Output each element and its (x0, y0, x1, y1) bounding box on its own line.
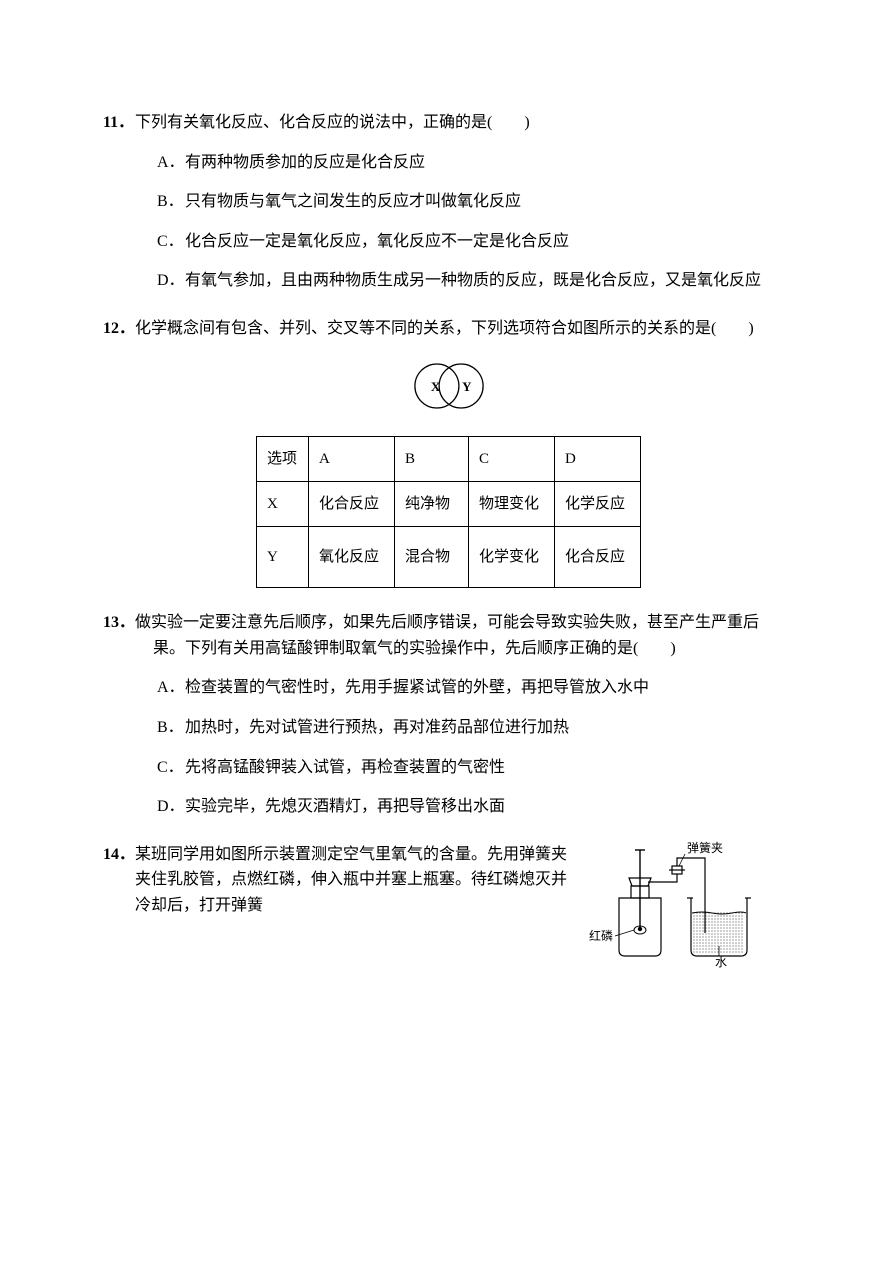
question-11: 11． 下列有关氧化反应、化合反应的说法中，正确的是( ) A． 有两种物质参加… (135, 110, 762, 294)
concept-table: 选项 A B C D X 化合反应 纯净物 物理变化 化学反应 Y 氧化反应 混… (256, 436, 641, 588)
question-12: 12． 化学概念间有包含、并列、交叉等不同的关系，下列选项符合如图所示的关系的是… (135, 316, 762, 588)
question-stem: 做实验一定要注意先后顺序，如果先后顺序错误，可能会导致实验失败，甚至产生严重后果… (135, 610, 762, 661)
venn-icon: XY (399, 360, 499, 412)
table-cell: 混合物 (395, 527, 469, 588)
option-label: C． (157, 755, 185, 781)
venn-diagram: XY (135, 360, 762, 421)
question-number: 13． (103, 610, 135, 636)
stem-text: 做实验一定要注意先后顺序，如果先后顺序错误，可能会导致实验失败，甚至产生严重后果… (135, 614, 759, 657)
svg-text:弹簧夹: 弹簧夹 (687, 840, 723, 855)
options-list: A． 检查装置的气密性时，先用手握紧试管的外壁，再把导管放入水中 B． 加热时，… (135, 675, 762, 819)
table-row: Y 氧化反应 混合物 化学变化 化合反应 (257, 527, 641, 588)
question-number: 12． (103, 316, 135, 342)
option-text: 加热时，先对试管进行预热，再对准药品部位进行加热 (185, 715, 762, 741)
table-cell: 选项 (257, 437, 309, 482)
table-cell: C (469, 437, 555, 482)
option-c: C． 先将高锰酸钾装入试管，再检查装置的气密性 (157, 755, 762, 781)
table-cell: A (309, 437, 395, 482)
question-stem: 下列有关氧化反应、化合反应的说法中，正确的是( ) (135, 110, 762, 136)
question-stem: 化学概念间有包含、并列、交叉等不同的关系，下列选项符合如图所示的关系的是( ) (135, 316, 762, 342)
table-cell: 化合反应 (555, 527, 641, 588)
table-cell: X (257, 482, 309, 527)
option-b: B． 只有物质与氧气之间发生的反应才叫做氧化反应 (157, 189, 762, 215)
table-row: 选项 A B C D (257, 437, 641, 482)
option-label: C． (157, 229, 185, 255)
cell-text: 氧化反应 (319, 549, 379, 565)
option-text: 实验完毕，先熄灭酒精灯，再把导管移出水面 (185, 794, 762, 820)
option-label: D． (157, 794, 185, 820)
table-cell: 化学变化 (469, 527, 555, 588)
options-list: A． 有两种物质参加的反应是化合反应 B． 只有物质与氧气之间发生的反应才叫做氧… (135, 150, 762, 294)
option-text: 有氧气参加，且由两种物质生成另一种物质的反应，既是化合反应，又是氧化反应 (185, 268, 762, 294)
option-text: 检查装置的气密性时，先用手握紧试管的外壁，再把导管放入水中 (185, 675, 762, 701)
table-cell: 物理变化 (469, 482, 555, 527)
table-cell: 纯净物 (395, 482, 469, 527)
option-label: A． (157, 675, 185, 701)
svg-text:X: X (430, 379, 440, 394)
table-cell: 氧化反应 (309, 527, 395, 588)
q14-layout: 某班同学用如图所示装置测定空气里氧气的含量。先用弹簧夹夹住乳胶管，点燃红磷，伸入… (135, 842, 762, 968)
svg-text:红磷: 红磷 (589, 928, 613, 943)
question-14: 14． 某班同学用如图所示装置测定空气里氧气的含量。先用弹簧夹夹住乳胶管，点燃红… (135, 842, 762, 968)
option-text: 只有物质与氧气之间发生的反应才叫做氧化反应 (185, 189, 762, 215)
question-number: 11． (103, 110, 134, 136)
svg-text:Y: Y (462, 379, 472, 394)
stem-text: 化学概念间有包含、并列、交叉等不同的关系，下列选项符合如图所示的关系的是( ) (135, 320, 754, 337)
option-label: A． (157, 150, 185, 176)
apparatus-diagram-icon: 弹簧夹红磷水 (587, 838, 762, 968)
option-c: C． 化合反应一定是氧化反应，氧化反应不一定是化合反应 (157, 229, 762, 255)
table-cell: D (555, 437, 641, 482)
table-cell: Y (257, 527, 309, 588)
table-cell: 化合反应 (309, 482, 395, 527)
option-text: 化合反应一定是氧化反应，氧化反应不一定是化合反应 (185, 229, 762, 255)
option-label: B． (157, 715, 185, 741)
option-text: 有两种物质参加的反应是化合反应 (185, 150, 762, 176)
option-a: A． 有两种物质参加的反应是化合反应 (157, 150, 762, 176)
option-text: 先将高锰酸钾装入试管，再检查装置的气密性 (185, 755, 762, 781)
option-d: D． 有氧气参加，且由两种物质生成另一种物质的反应，既是化合反应，又是氧化反应 (157, 268, 762, 294)
question-number: 14． (103, 842, 135, 868)
svg-text:水: 水 (715, 955, 727, 968)
option-a: A． 检查装置的气密性时，先用手握紧试管的外壁，再把导管放入水中 (157, 675, 762, 701)
option-b: B． 加热时，先对试管进行预热，再对准药品部位进行加热 (157, 715, 762, 741)
option-d: D． 实验完毕，先熄灭酒精灯，再把导管移出水面 (157, 794, 762, 820)
option-label: B． (157, 189, 185, 215)
question-13: 13． 做实验一定要注意先后顺序，如果先后顺序错误，可能会导致实验失败，甚至产生… (135, 610, 762, 820)
table-cell: B (395, 437, 469, 482)
question-stem: 某班同学用如图所示装置测定空气里氧气的含量。先用弹簧夹夹住乳胶管，点燃红磷，伸入… (135, 842, 579, 919)
option-label: D． (157, 268, 185, 294)
table-row: X 化合反应 纯净物 物理变化 化学反应 (257, 482, 641, 527)
table-cell: 化学反应 (555, 482, 641, 527)
